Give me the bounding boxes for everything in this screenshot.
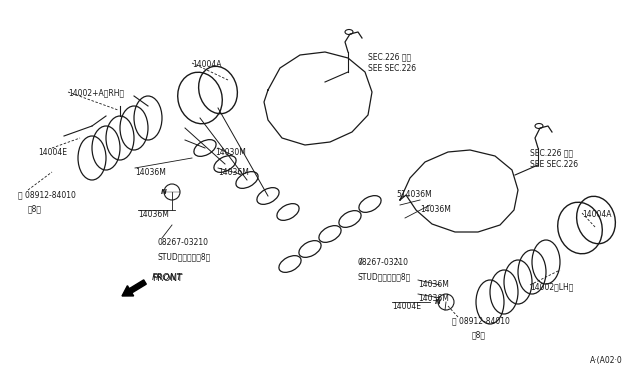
Text: 14002〈LH〉: 14002〈LH〉 [530, 282, 573, 291]
Text: 14002+A〈RH〉: 14002+A〈RH〉 [68, 88, 124, 97]
Text: 08267-03210: 08267-03210 [358, 258, 409, 267]
Text: SEE SEC.226: SEE SEC.226 [530, 160, 578, 169]
Text: 14036M: 14036M [418, 294, 449, 303]
Text: 14036M: 14036M [138, 210, 169, 219]
Text: SEC.226 参照: SEC.226 参照 [368, 52, 411, 61]
Text: A·(A02·0: A·(A02·0 [590, 356, 623, 365]
Circle shape [164, 184, 180, 200]
Text: FRONT: FRONT [152, 274, 182, 283]
Text: ⓝ 08912-84010: ⓝ 08912-84010 [18, 190, 76, 199]
Text: STUDスタッド（8）: STUDスタッド（8） [158, 252, 211, 261]
Text: ⓝ 08912-84010: ⓝ 08912-84010 [452, 316, 510, 325]
Text: N: N [161, 189, 167, 195]
Text: SEE SEC.226: SEE SEC.226 [368, 64, 416, 73]
Text: 08267-03210: 08267-03210 [158, 238, 209, 247]
Text: 14036M: 14036M [420, 205, 451, 214]
Text: FRONT: FRONT [152, 273, 183, 282]
Text: STUDスタッド（8）: STUDスタッド（8） [358, 272, 412, 281]
Text: N: N [435, 299, 441, 305]
Text: 14036M: 14036M [418, 280, 449, 289]
Circle shape [438, 294, 454, 310]
Text: （8）: （8） [472, 330, 486, 339]
Text: （8）: （8） [28, 204, 42, 213]
Text: 514036M: 514036M [396, 190, 432, 199]
Text: 14004A: 14004A [582, 210, 611, 219]
FancyArrow shape [122, 280, 147, 296]
Text: SEC.226 参照: SEC.226 参照 [530, 148, 573, 157]
Text: 14036M: 14036M [218, 168, 249, 177]
Text: 14004E: 14004E [38, 148, 67, 157]
Text: 14030M: 14030M [215, 148, 246, 157]
Text: 14004E: 14004E [392, 302, 421, 311]
Text: 14036M: 14036M [135, 168, 166, 177]
Text: 14004A: 14004A [192, 60, 221, 69]
